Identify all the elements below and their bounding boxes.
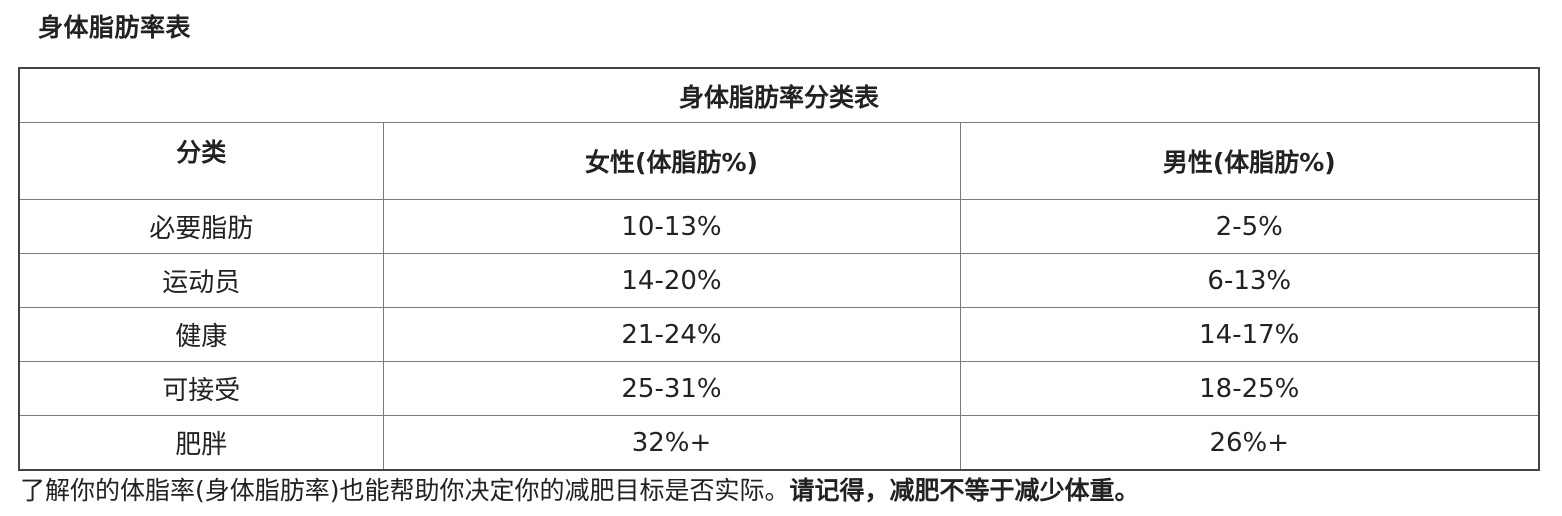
male-value-cell: 2-5% bbox=[959, 199, 1540, 254]
female-value-cell: 10-13% bbox=[382, 199, 961, 254]
footnote-emphasis: 请记得，减肥不等于减少体重。 bbox=[789, 476, 1140, 505]
category-cell: 可接受 bbox=[18, 361, 384, 416]
footnote-text: 了解你的体脂率(身体脂肪率)也能帮助你决定你的减肥目标是否实际。 bbox=[20, 476, 790, 505]
table-row: 健康 21-24% 14-17% bbox=[18, 307, 1540, 362]
male-value-cell: 26%+ bbox=[959, 415, 1540, 471]
table-row: 可接受 25-31% 18-25% bbox=[18, 361, 1540, 416]
female-value-cell: 21-24% bbox=[382, 307, 961, 362]
table-row: 运动员 14-20% 6-13% bbox=[18, 253, 1540, 308]
table-header-row: 分类 女性(体脂肪%) 男性(体脂肪%) bbox=[18, 122, 1540, 200]
body-fat-table: 身体脂肪率分类表 分类 女性(体脂肪%) 男性(体脂肪%) 必要脂肪 10-13… bbox=[18, 67, 1541, 471]
category-cell: 必要脂肪 bbox=[18, 199, 384, 254]
category-cell: 肥胖 bbox=[18, 415, 384, 471]
category-cell: 健康 bbox=[18, 307, 384, 362]
table-caption-row: 身体脂肪率分类表 bbox=[18, 67, 1540, 123]
column-header-category: 分类 bbox=[18, 122, 384, 200]
table-row: 肥胖 32%+ 26%+ bbox=[18, 415, 1540, 471]
column-header-female: 女性(体脂肪%) bbox=[382, 122, 961, 200]
female-value-cell: 32%+ bbox=[382, 415, 961, 471]
female-value-cell: 25-31% bbox=[382, 361, 961, 416]
male-value-cell: 6-13% bbox=[959, 253, 1540, 308]
male-value-cell: 18-25% bbox=[959, 361, 1540, 416]
category-cell: 运动员 bbox=[18, 253, 384, 308]
female-value-cell: 14-20% bbox=[382, 253, 961, 308]
male-value-cell: 14-17% bbox=[959, 307, 1540, 362]
table-row: 必要脂肪 10-13% 2-5% bbox=[18, 199, 1540, 254]
column-header-male: 男性(体脂肪%) bbox=[959, 122, 1540, 200]
table-caption: 身体脂肪率分类表 bbox=[18, 67, 1540, 123]
footnote: 了解你的体脂率(身体脂肪率)也能帮助你决定你的减肥目标是否实际。请记得，减肥不等… bbox=[20, 474, 1140, 508]
page-title: 身体脂肪率表 bbox=[38, 13, 192, 42]
